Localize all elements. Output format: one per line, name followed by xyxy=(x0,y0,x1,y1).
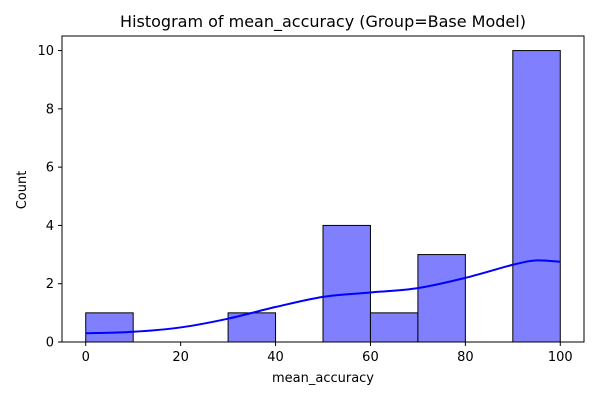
plot-frame xyxy=(61,35,585,343)
y-tick-label: 0 xyxy=(46,336,54,351)
x-tick-label: 40 xyxy=(267,350,284,365)
y-tick-label: 2 xyxy=(46,277,54,292)
y-tick-label: 8 xyxy=(46,102,54,117)
chart-title: Histogram of mean_accuracy (Group=Base M… xyxy=(120,12,526,32)
y-ticks: 0 2 4 6 8 10 xyxy=(37,44,62,351)
x-ticks: 0 20 40 60 80 100 xyxy=(82,342,573,365)
x-tick-label: 60 xyxy=(362,350,379,365)
y-tick-label: 4 xyxy=(46,219,54,234)
histogram-bar xyxy=(512,50,561,343)
kde-curve xyxy=(85,259,561,335)
histogram-bar xyxy=(322,224,371,343)
histogram-bar xyxy=(369,312,419,343)
x-axis-label: mean_accuracy xyxy=(272,371,374,386)
x-tick-label: 20 xyxy=(172,350,189,365)
histogram-bar xyxy=(417,254,466,343)
y-tick-label: 6 xyxy=(46,161,54,176)
axes xyxy=(61,35,585,343)
y-axis-label: Count xyxy=(15,171,30,210)
bars-group xyxy=(85,50,561,343)
x-tick-label: 80 xyxy=(457,350,474,365)
histogram-bar xyxy=(85,312,134,343)
y-tick-label: 10 xyxy=(37,44,54,59)
x-tick-label: 100 xyxy=(548,350,573,365)
x-tick-label: 0 xyxy=(82,350,90,365)
